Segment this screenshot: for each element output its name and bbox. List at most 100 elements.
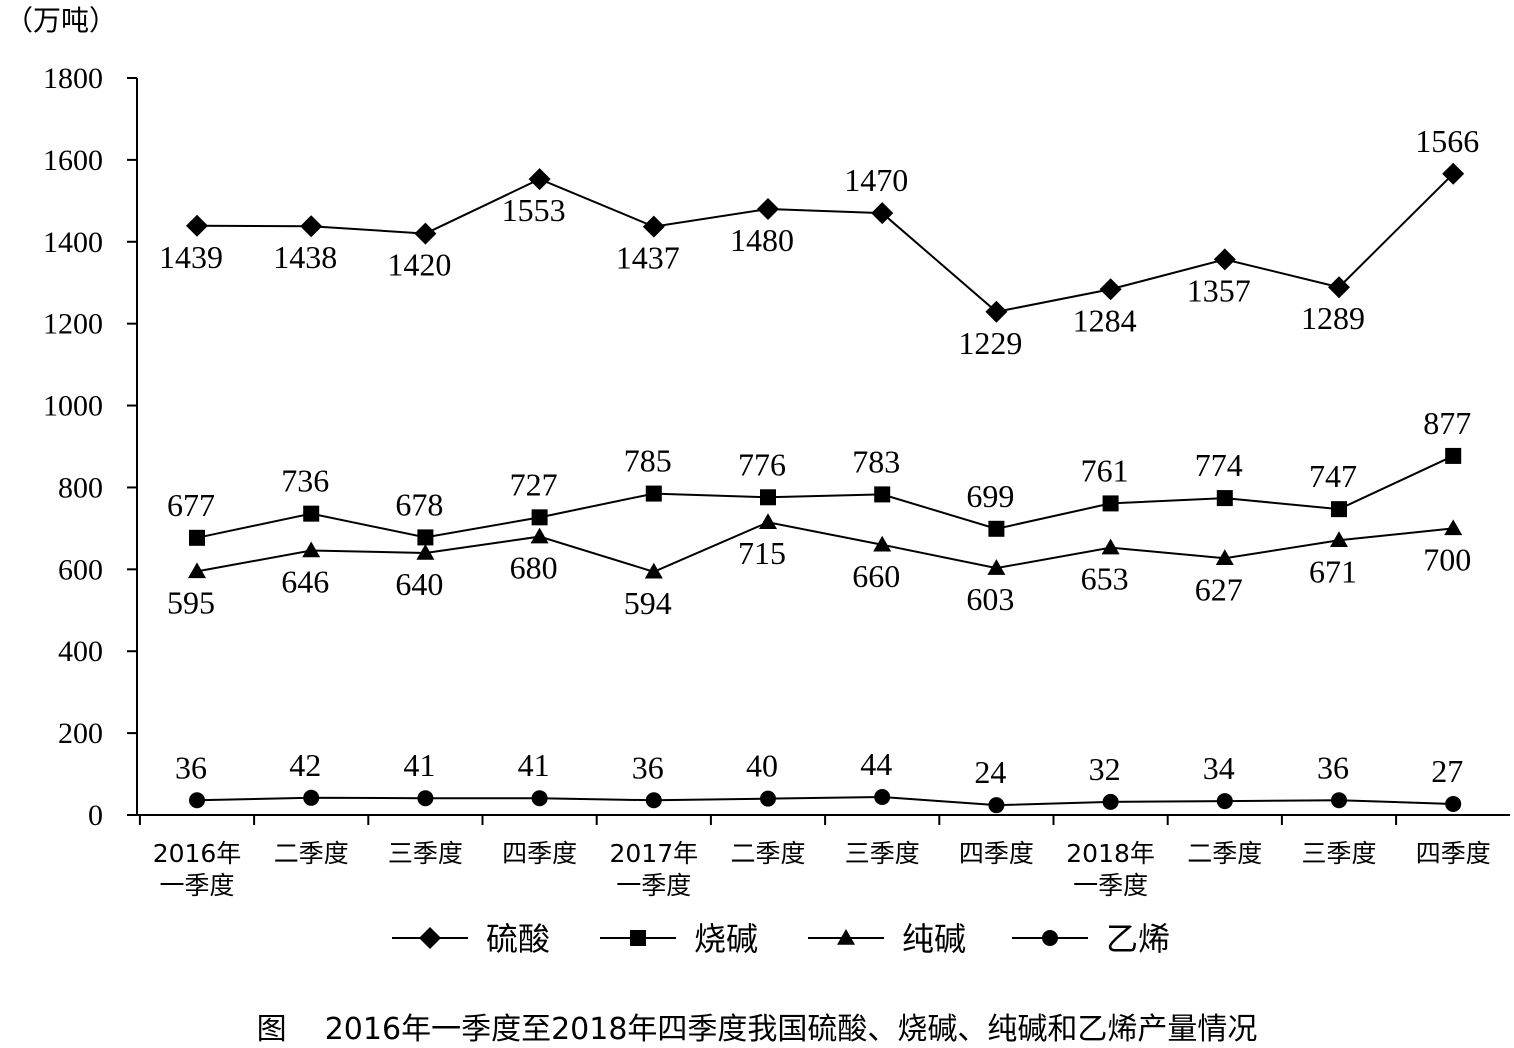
data-point [757, 198, 779, 221]
data-point [416, 543, 435, 560]
data-label: 747 [1309, 458, 1357, 494]
data-point [1099, 278, 1122, 301]
data-label: 677 [167, 487, 215, 523]
axes: 0 200 400 600 800 1000 1200 1400 1600 1800 2016年一季… [43, 62, 1510, 900]
data-point [1213, 248, 1236, 271]
data-label: 1553 [502, 192, 566, 228]
data-label: 680 [510, 550, 558, 586]
x-tick-label: 二季度 [730, 839, 805, 868]
data-point [530, 527, 549, 544]
data-point [417, 529, 434, 546]
x-tick-label: 2018年 [1066, 839, 1155, 868]
data-label: 24 [974, 754, 1006, 790]
data-label: 34 [1203, 750, 1235, 786]
legend-item: 乙烯 [1012, 920, 1170, 958]
data-label: 653 [1081, 561, 1129, 597]
data-point [188, 562, 206, 579]
x-tick-label: 三季度 [1301, 839, 1376, 868]
series-layer: 1439 1438 1420 1553 1437 1480 1470 1229 1284 1357… [159, 123, 1479, 814]
data-label: 36 [632, 749, 664, 785]
data-label: 41 [518, 747, 550, 783]
x-tick-label: 三季度 [845, 839, 920, 868]
legend-label: 纯碱 [902, 920, 966, 958]
data-label: 877 [1423, 405, 1471, 441]
series-3: 36 42 41 41 36 40 44 24 32 34 36 27 [175, 746, 1463, 814]
legend-item: 纯碱 [808, 920, 966, 958]
x-tick-label: 三季度 [388, 839, 463, 868]
legend-label: 硫酸 [486, 920, 550, 958]
data-point [874, 486, 891, 503]
data-point [531, 509, 548, 526]
y-tick-label: 800 [58, 471, 103, 504]
data-point [189, 529, 205, 546]
y-unit-label: （万吨） [5, 4, 117, 37]
series-1: 677 736 678 727 785 776 783 699 761 774 747 877 [167, 405, 1471, 546]
data-point [414, 222, 437, 245]
legend-label: 烧碱 [694, 920, 758, 958]
data-point [871, 202, 894, 225]
data-point [874, 788, 891, 805]
data-label: 699 [966, 478, 1014, 514]
data-point [759, 513, 777, 529]
legend-label: 乙烯 [1106, 920, 1170, 958]
data-point [642, 215, 665, 238]
data-label: 727 [510, 466, 558, 502]
data-point [1216, 490, 1233, 507]
data-label: 700 [1423, 541, 1471, 577]
data-label: 678 [395, 486, 443, 522]
data-label: 774 [1195, 447, 1243, 483]
data-label: 603 [966, 581, 1014, 617]
data-label: 1357 [1187, 272, 1251, 308]
chart-caption: 图 2016年一季度至2018年四季度我国硫酸、烧碱、纯碱和乙烯产量情况 [256, 1012, 1258, 1047]
data-label: 660 [852, 558, 900, 594]
y-tick-label: 1200 [43, 308, 103, 341]
data-point [988, 797, 1005, 814]
data-point [985, 300, 1008, 323]
data-label: 1480 [730, 222, 794, 258]
data-point [1445, 447, 1462, 464]
legend-marker [1042, 930, 1058, 946]
data-label: 1438 [273, 239, 337, 275]
data-point [189, 792, 205, 809]
data-point [1331, 792, 1347, 809]
series-line [196, 795, 1454, 807]
data-point [302, 541, 321, 558]
y-tick-label: 600 [58, 553, 103, 586]
x-tick-label: 2017年 [609, 839, 698, 868]
data-point [873, 535, 892, 552]
data-point [1216, 793, 1233, 810]
data-point [1328, 276, 1350, 299]
y-tick-label: 1800 [43, 62, 103, 95]
x-tick-label: 四季度 [959, 839, 1034, 868]
data-point [1330, 531, 1348, 548]
data-point [760, 489, 776, 506]
data-label: 595 [167, 584, 215, 620]
data-label: 783 [852, 443, 900, 479]
x-tick-label: 一季度 [159, 871, 234, 900]
data-label: 42 [289, 747, 321, 783]
data-point [760, 790, 776, 807]
data-point [303, 789, 320, 806]
x-tick-label: 二季度 [1187, 839, 1262, 868]
y-tick-label: 400 [58, 635, 103, 668]
y-tick-label: 1400 [43, 226, 103, 259]
y-tick-label: 200 [58, 717, 103, 750]
legend-item: 硫酸 [392, 920, 550, 958]
data-point [1331, 501, 1347, 518]
data-point [300, 215, 323, 238]
data-label: 1437 [616, 240, 680, 276]
data-point [645, 792, 662, 809]
data-label: 1566 [1415, 123, 1479, 159]
data-label: 1289 [1301, 300, 1365, 336]
data-point [987, 559, 1006, 575]
x-tick-label: 四季度 [1416, 839, 1491, 868]
data-label: 27 [1431, 753, 1463, 789]
data-point [531, 790, 548, 807]
data-label: 640 [395, 566, 443, 602]
series-line [196, 173, 1454, 313]
data-label: 41 [403, 747, 435, 783]
data-point [186, 214, 208, 237]
data-label: 594 [624, 585, 672, 621]
data-point [1445, 795, 1462, 812]
